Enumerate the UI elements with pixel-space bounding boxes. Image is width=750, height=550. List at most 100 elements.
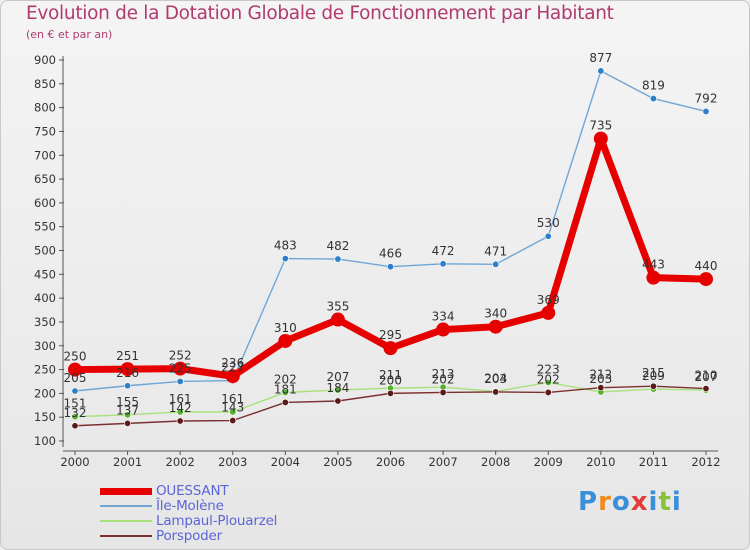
x-tick-label: 2000 [60, 455, 89, 469]
y-tick-label: 850 [34, 77, 56, 91]
data-label: 132 [64, 406, 87, 420]
data-label: 483 [274, 239, 297, 253]
y-tick-label: 600 [34, 196, 56, 210]
logo-letter: o [611, 487, 631, 517]
x-tick-label: 2010 [586, 455, 615, 469]
data-label: 161 [169, 392, 192, 406]
data-label: 213 [432, 367, 455, 381]
data-label: 207 [695, 370, 718, 384]
data-point [386, 263, 394, 271]
data-point [71, 413, 79, 421]
data-point [492, 388, 500, 396]
x-tick-label: 2011 [639, 455, 668, 469]
data-point [330, 312, 345, 327]
x-tick-label: 2005 [323, 455, 352, 469]
data-label: 215 [642, 366, 665, 380]
data-label: 137 [116, 403, 139, 417]
data-label: 142 [169, 401, 192, 415]
data-label: 735 [589, 119, 612, 133]
data-point [544, 232, 552, 240]
data-label: 355 [326, 300, 349, 314]
data-label: 184 [326, 381, 349, 395]
x-tick-label: 2008 [481, 455, 510, 469]
data-label: 161 [221, 392, 244, 406]
x-tick-label: 2002 [166, 455, 195, 469]
data-point [281, 255, 289, 263]
data-label: 155 [116, 395, 139, 409]
data-label: 203 [484, 372, 507, 386]
data-point [436, 322, 451, 337]
y-tick-label: 750 [34, 124, 56, 138]
data-label: 202 [537, 372, 560, 386]
data-label: 252 [169, 349, 192, 363]
data-label: 251 [116, 349, 139, 363]
data-label: 181 [274, 382, 297, 396]
y-tick-label: 550 [34, 220, 56, 234]
legend-swatch-lampaul-plouarzel [100, 520, 152, 522]
data-label: 143 [221, 401, 244, 415]
y-tick-label: 500 [34, 244, 56, 258]
data-label: 472 [432, 244, 455, 258]
x-tick-label: 2009 [534, 455, 563, 469]
data-label: 340 [484, 307, 507, 321]
data-label: 792 [695, 91, 718, 105]
data-point [281, 398, 289, 406]
data-point [699, 272, 713, 287]
data-label: 211 [379, 368, 402, 382]
data-label: 471 [484, 244, 507, 258]
y-tick-label: 900 [34, 53, 56, 67]
data-point [173, 361, 188, 376]
y-tick-label: 800 [34, 101, 56, 115]
legend-swatch-ouessant [100, 488, 152, 495]
y-tick-label: 100 [34, 434, 56, 448]
data-label: 482 [326, 239, 349, 253]
data-point [492, 260, 500, 268]
data-label: 151 [64, 397, 87, 411]
y-tick-label: 650 [34, 172, 56, 186]
data-label: 204 [484, 371, 507, 385]
data-point [229, 417, 237, 425]
data-point [649, 382, 657, 390]
data-point [281, 388, 289, 396]
data-point [225, 369, 240, 384]
data-point [488, 319, 503, 334]
legend-label-ouessant: OUESSANT [156, 483, 229, 499]
y-tick-label: 450 [34, 267, 56, 281]
logo-letter: i [648, 487, 659, 517]
data-label: 216 [116, 366, 139, 380]
data-point [334, 397, 342, 405]
data-point [124, 419, 132, 427]
data-label: 440 [695, 259, 718, 273]
data-label: 295 [379, 328, 402, 342]
data-label: 210 [695, 369, 718, 383]
data-label: 203 [589, 372, 612, 386]
data-point [702, 107, 710, 115]
y-tick-label: 700 [34, 148, 56, 162]
x-tick-label: 2012 [691, 455, 720, 469]
y-tick-label: 300 [34, 339, 56, 353]
chart-title: Evolution de la Dotation Globale de Fonc… [26, 3, 614, 24]
legend-label-lampaul-plouarzel: Lampaul-Plouarzel [156, 513, 278, 529]
data-point [544, 388, 552, 396]
data-label: 369 [537, 293, 560, 307]
data-point [439, 260, 447, 268]
legend-label-porspoder: Porspoder [156, 528, 222, 544]
data-label: 466 [379, 247, 402, 261]
y-tick-label: 350 [34, 315, 56, 329]
data-point [176, 408, 184, 416]
data-point [71, 387, 79, 395]
data-label: 209 [642, 369, 665, 383]
data-point [124, 411, 132, 419]
logo-letter: P [578, 487, 599, 517]
data-point [544, 378, 552, 386]
data-point [229, 408, 237, 416]
data-point [71, 422, 79, 430]
chart-subtitle: (en € et par an) [26, 28, 113, 41]
data-point [334, 386, 342, 394]
data-point [124, 382, 132, 390]
legend-swatch-ile-molene [100, 505, 152, 507]
x-tick-label: 2003 [218, 455, 247, 469]
data-point [597, 384, 605, 392]
